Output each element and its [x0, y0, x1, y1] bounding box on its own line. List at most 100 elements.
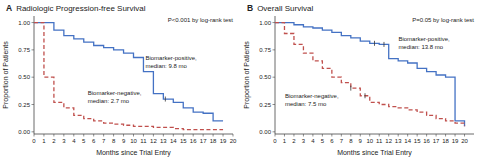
x-tick	[213, 134, 214, 137]
survival-line	[34, 23, 223, 121]
x-axis-line	[275, 134, 474, 135]
y-tick-label: 0.00	[18, 129, 30, 135]
x-tick	[203, 134, 204, 137]
series-label: Biomarker-positive,	[398, 36, 450, 42]
x-tick-label: 0	[32, 138, 36, 144]
y-tick-label: 0.75	[18, 47, 30, 53]
x-tick-label: 19	[452, 138, 459, 144]
survival-line	[275, 23, 465, 127]
x-axis-label: Months since Trial Entry	[96, 149, 171, 157]
x-tick-label: 1	[42, 138, 46, 144]
censor-mark	[365, 93, 366, 98]
x-tick	[426, 134, 427, 137]
x-tick-label: 14	[170, 138, 177, 144]
panel: BOverall Survival01234567891011121314151…	[243, 3, 474, 157]
x-tick	[322, 134, 323, 137]
x-tick-label: 3	[302, 138, 306, 144]
x-tick	[73, 134, 74, 137]
y-axis-label: Proportion of Patients	[243, 41, 251, 109]
x-tick	[43, 134, 44, 137]
y-tick	[32, 49, 35, 50]
x-tick-label: 12	[150, 138, 157, 144]
x-tick-label: 15	[180, 138, 187, 144]
x-tick	[103, 134, 104, 137]
y-tick	[273, 77, 276, 78]
x-tick-label: 19	[220, 138, 227, 144]
x-tick-label: 11	[376, 138, 383, 144]
x-tick	[193, 134, 194, 137]
x-tick-label: 15	[414, 138, 421, 144]
y-axis-label: Proportion of Patients	[2, 41, 10, 109]
x-tick-label: 3	[62, 138, 66, 144]
x-tick	[143, 134, 144, 137]
y-tick	[273, 22, 276, 23]
x-tick	[350, 134, 351, 137]
censor-mark	[374, 41, 375, 46]
page: {"chart_data": [ {"type": "step", "panel…	[0, 0, 482, 158]
x-tick-label: 11	[140, 138, 147, 144]
title: Overall Survival	[257, 4, 313, 13]
x-tick	[388, 134, 389, 137]
series-note: median: 7.5 mo	[285, 101, 327, 107]
censor-mark	[383, 42, 384, 47]
x-tick-label: 4	[311, 138, 315, 144]
y-tick-label: 1.00	[259, 20, 271, 26]
y-tick-label: 0.25	[18, 102, 30, 108]
x-tick	[133, 134, 134, 137]
x-tick-label: 7	[102, 138, 106, 144]
x-tick	[445, 134, 446, 137]
series-label: Biomarker-positive,	[145, 55, 197, 61]
x-tick	[436, 134, 437, 137]
y-axis-line	[275, 16, 276, 134]
y-tick	[32, 22, 35, 23]
x-tick	[183, 134, 184, 137]
censor-mark	[350, 86, 351, 91]
x-tick-label: 6	[92, 138, 96, 144]
x-tick	[93, 134, 94, 137]
y-tick-label: 1.00	[18, 20, 30, 26]
x-tick	[153, 134, 154, 137]
x-tick-label: 18	[210, 138, 217, 144]
y-tick	[32, 77, 35, 78]
x-tick-label: 16	[423, 138, 430, 144]
y-axis-line	[34, 16, 35, 134]
x-tick-label: 8	[349, 138, 353, 144]
x-tick-label: 4	[72, 138, 76, 144]
x-tick-label: 17	[433, 138, 440, 144]
x-tick-label: 12	[385, 138, 392, 144]
x-tick	[275, 134, 276, 137]
x-tick-label: 20	[230, 138, 237, 144]
series-label: Biomarker-negative,	[285, 93, 339, 99]
x-tick	[34, 134, 35, 137]
y-tick-label: 0.75	[259, 47, 271, 53]
annotation: P<0.001 by log-rank test	[168, 17, 234, 23]
x-tick	[331, 134, 332, 137]
x-tick	[113, 134, 114, 137]
x-tick-label: 5	[321, 138, 325, 144]
panel-label: A	[6, 3, 12, 13]
x-tick-label: 18	[442, 138, 449, 144]
y-tick-label: 0.50	[18, 74, 30, 80]
x-tick-label: 17	[200, 138, 207, 144]
x-tick-label: 13	[160, 138, 167, 144]
x-tick	[398, 134, 399, 137]
x-tick	[455, 134, 456, 137]
x-tick-label: 10	[130, 138, 137, 144]
censor-mark	[165, 97, 166, 102]
x-tick-label: 0	[273, 138, 277, 144]
x-tick	[464, 134, 465, 137]
x-tick-label: 2	[292, 138, 296, 144]
x-tick-label: 9	[359, 138, 363, 144]
x-tick	[312, 134, 313, 137]
series-note: median: 9.8 mo	[145, 63, 187, 69]
x-tick-label: 9	[122, 138, 126, 144]
x-tick-label: 16	[190, 138, 197, 144]
x-tick	[173, 134, 174, 137]
x-tick	[360, 134, 361, 137]
y-tick	[273, 49, 276, 50]
panel-label: B	[247, 3, 253, 13]
x-tick	[293, 134, 294, 137]
x-tick	[163, 134, 164, 137]
figure: ARadiologic Progression-free Survival012…	[0, 0, 482, 158]
x-tick-label: 1	[283, 138, 287, 144]
